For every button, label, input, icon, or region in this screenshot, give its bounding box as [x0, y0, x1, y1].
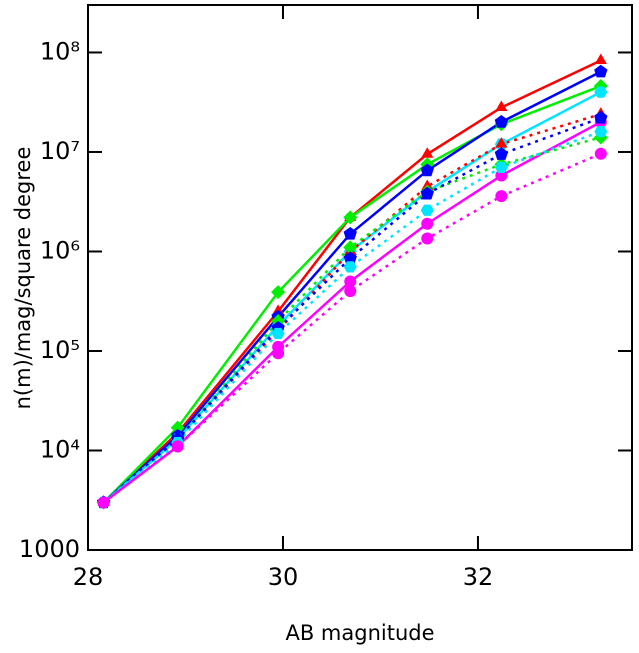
y-tick-label: 10⁷ [40, 137, 80, 165]
marker [494, 161, 508, 174]
marker [271, 327, 285, 340]
marker [594, 147, 607, 160]
y-tick-label: 10⁸ [40, 37, 80, 65]
plot-frame [87, 4, 633, 551]
marker [420, 186, 434, 200]
marker [271, 285, 286, 300]
marker [344, 285, 357, 298]
marker [343, 240, 358, 255]
marker [594, 64, 608, 78]
marker [343, 261, 357, 273]
marker [344, 275, 357, 288]
marker [494, 115, 509, 128]
marker [420, 163, 434, 177]
x-axis-label: AB magnitude [285, 621, 434, 645]
marker [594, 110, 608, 124]
marker [171, 440, 184, 453]
marker [343, 251, 357, 265]
marker [421, 217, 434, 230]
y-tick-label: 10⁴ [40, 435, 80, 463]
marker [594, 86, 608, 98]
x-tick-label: 28 [73, 563, 104, 591]
marker [494, 147, 509, 160]
marker [343, 226, 357, 240]
x-tick-label: 30 [268, 563, 299, 591]
marker [420, 204, 434, 216]
marker [495, 100, 508, 111]
x-tick-label: 32 [463, 563, 494, 591]
marker [97, 496, 110, 509]
marker [170, 420, 185, 435]
marker [343, 210, 358, 225]
marker [421, 147, 434, 158]
marker [272, 347, 285, 360]
marker [495, 137, 508, 148]
y-tick-label: 10⁵ [40, 336, 80, 364]
marker [594, 53, 607, 65]
marker [495, 190, 508, 203]
y-tick-label: 10⁶ [40, 236, 80, 264]
marker [594, 126, 608, 138]
y-axis-label: n(m)/mag/square degree [11, 147, 35, 410]
marker [421, 232, 434, 245]
y-tick-label: 1000 [19, 535, 80, 563]
